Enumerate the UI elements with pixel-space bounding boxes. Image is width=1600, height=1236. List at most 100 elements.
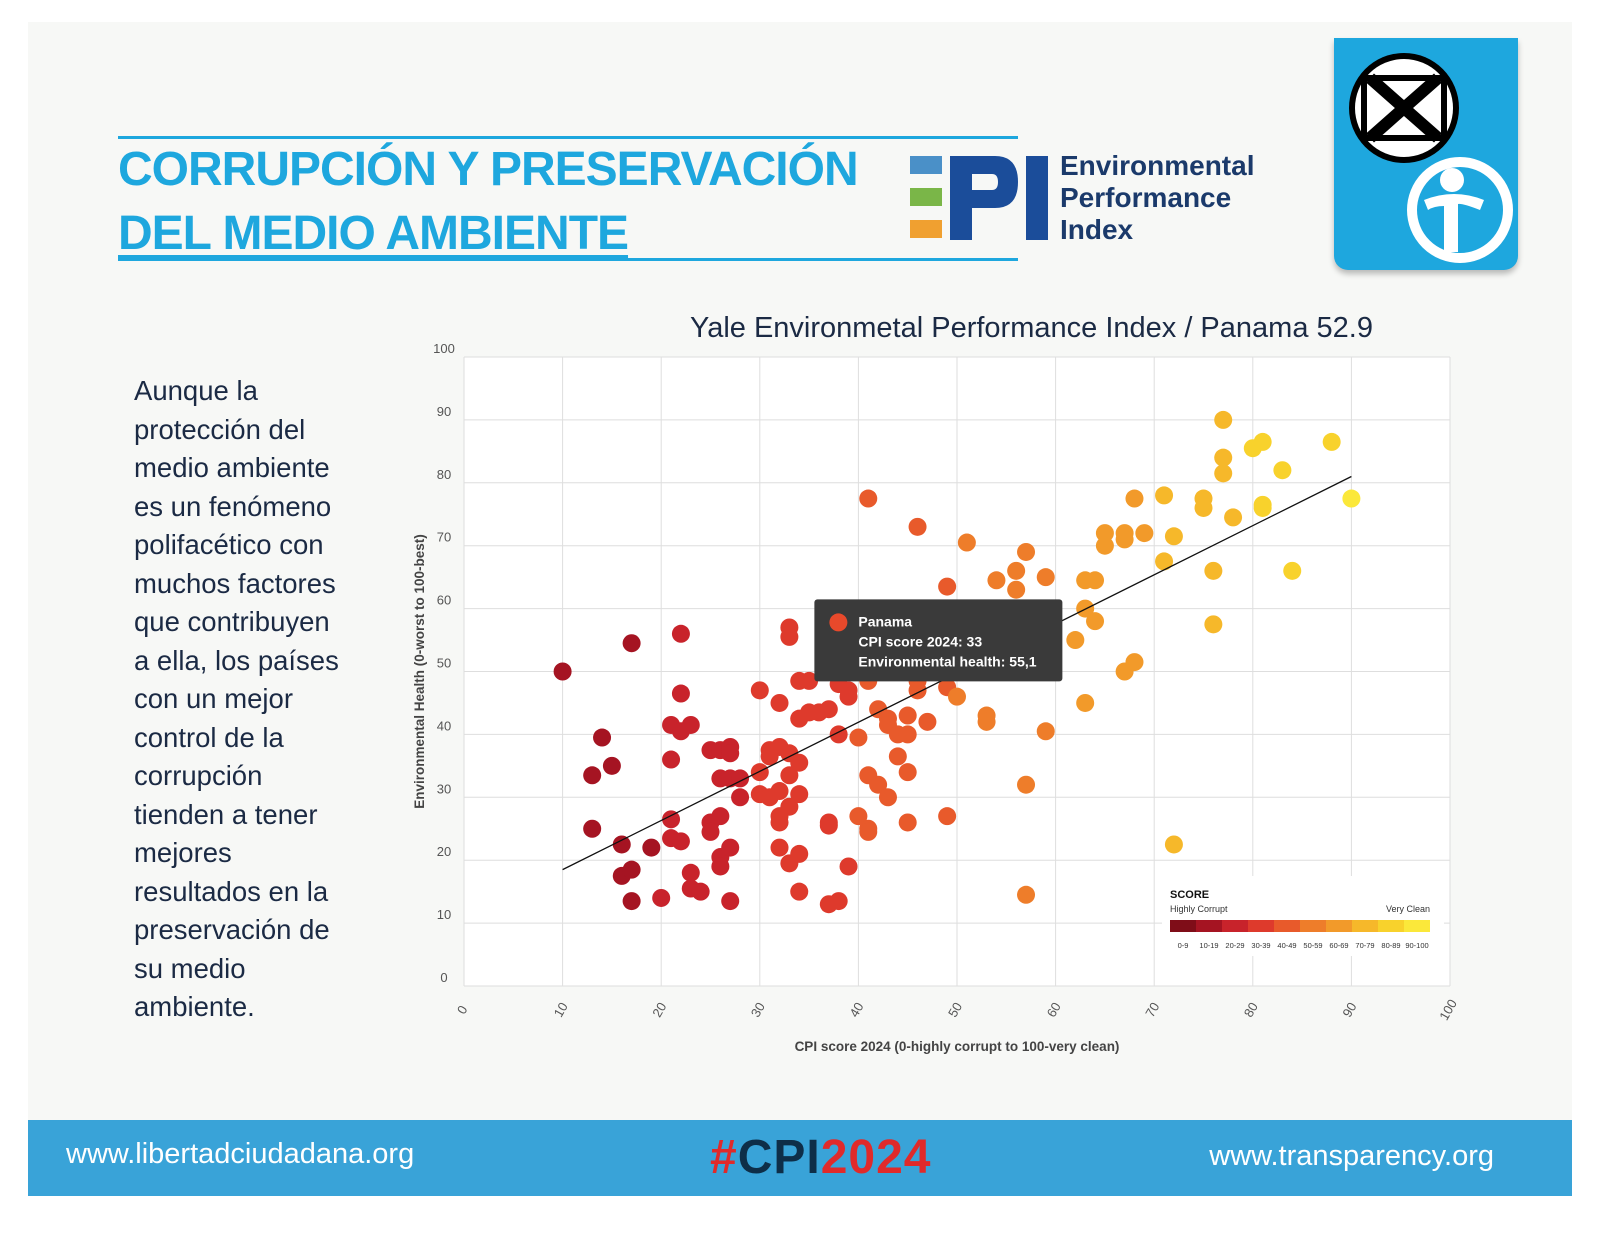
data-point [1273, 461, 1292, 480]
data-point [1253, 498, 1272, 517]
data-point [849, 807, 868, 826]
legend-color-swatch [1222, 920, 1248, 932]
data-point [957, 533, 976, 552]
data-point [721, 744, 740, 763]
data-point [770, 813, 789, 832]
tooltip-cpi-score: CPI score 2024: 33 [858, 633, 982, 649]
tooltip-environmental-health: Environmental health: 55,1 [858, 653, 1036, 669]
x-tick-label: 90 [1339, 1000, 1359, 1020]
legend-bin-label: 20-29 [1225, 941, 1244, 950]
epi-logo-icon [910, 156, 1048, 240]
data-point [1007, 580, 1026, 599]
data-point [1036, 722, 1055, 741]
data-point [790, 882, 809, 901]
data-point [583, 766, 602, 785]
data-point [780, 797, 799, 816]
data-point [770, 782, 789, 801]
legend-color-swatch [1170, 920, 1196, 932]
data-point [859, 489, 878, 508]
data-point [1086, 612, 1105, 631]
x-tick-label: 100 [1436, 997, 1460, 1023]
data-point [1204, 615, 1223, 634]
data-point [1164, 527, 1183, 546]
legend-color-swatch [1326, 920, 1352, 932]
legend-bin-label: 70-79 [1355, 941, 1374, 950]
data-point [790, 844, 809, 863]
side-text-line: muchos factores [134, 567, 336, 599]
data-point [662, 810, 681, 829]
data-point [671, 684, 690, 703]
chart-title: Yale Environmetal Performance Index / Pa… [690, 312, 1373, 344]
data-point [1194, 498, 1213, 517]
data-point [800, 671, 819, 690]
legend-color-swatch [1248, 920, 1274, 932]
data-point [701, 822, 720, 841]
data-point [938, 807, 957, 826]
data-point [721, 838, 740, 857]
legend-left-label: Highly Corrupt [1170, 904, 1228, 914]
data-point [819, 816, 838, 835]
data-point [780, 766, 799, 785]
data-point [770, 693, 789, 712]
data-point [721, 892, 740, 911]
data-point [612, 835, 631, 854]
data-point [1017, 775, 1036, 794]
data-point [1322, 432, 1341, 451]
transparency-logo [1334, 38, 1518, 270]
data-point [1066, 631, 1085, 650]
side-text-line: su medio [134, 952, 246, 984]
data-point [898, 706, 917, 725]
side-text-line: preservación de [134, 914, 330, 945]
panama-tooltip: Panama CPI score 2024: 33 Environmental … [814, 599, 1063, 682]
legend-right-label: Very Clean [1386, 904, 1430, 914]
axis-ticks: 0 10 20 30 40 50 60 70 80 90 100 0 10 20 30 40 50 60 70 80 9… [433, 341, 1460, 1023]
data-point [1135, 524, 1154, 543]
data-point [790, 785, 809, 804]
data-point [711, 857, 730, 876]
data-point [908, 681, 927, 700]
legend-color-swatch [1196, 920, 1222, 932]
x-tick-label: 50 [945, 1000, 965, 1020]
x-tick-label: 60 [1044, 1000, 1064, 1020]
side-text-line: medio ambiente [134, 452, 330, 483]
footer-bar [28, 1120, 1572, 1196]
legend-bin-label: 0-9 [1178, 941, 1189, 950]
page-title: CORRUPCIÓN Y PRESERVACIÓN DEL MEDIO AMBI… [118, 138, 888, 266]
x-tick-label: 20 [649, 1000, 669, 1020]
data-point [731, 788, 750, 807]
footer-left-link[interactable]: www.libertadciudadana.org [66, 1138, 415, 1170]
footer-right-link[interactable]: www.transparency.org [1209, 1140, 1494, 1172]
data-point [770, 838, 789, 857]
legend-color-swatch [1378, 920, 1404, 932]
y-tick-label: 20 [437, 844, 451, 859]
data-point [1214, 410, 1233, 429]
data-point [869, 775, 888, 794]
data-point [662, 750, 681, 769]
y-tick-label: 10 [437, 907, 451, 922]
data-point [908, 517, 927, 536]
data-point [1017, 542, 1036, 561]
y-tick-label: 80 [437, 467, 451, 482]
data-point [888, 747, 907, 766]
side-text-line: mejores [134, 837, 232, 868]
side-paragraph: Aunque la protección del medio ambiente es … [134, 372, 394, 1027]
x-tick-label: 30 [748, 1000, 768, 1020]
y-tick-label: 0 [440, 970, 447, 985]
y-tick-label: 100 [433, 341, 455, 356]
y-tick-label: 30 [437, 781, 451, 796]
data-point [1095, 524, 1114, 543]
data-point [642, 838, 661, 857]
data-point [1253, 432, 1272, 451]
data-point [602, 756, 621, 775]
data-point [1283, 561, 1302, 580]
title-top-rule [118, 136, 1018, 139]
legend-bin-label: 10-19 [1199, 941, 1218, 950]
data-point [622, 634, 641, 653]
data-point [918, 712, 937, 731]
data-point [839, 857, 858, 876]
data-point [1214, 448, 1233, 467]
data-point [938, 577, 957, 596]
epi-logo-text: Environmental Performance Index [1060, 150, 1254, 246]
title-line-1: CORRUPCIÓN Y PRESERVACIÓN [118, 143, 859, 196]
x-tick-label: 80 [1241, 1000, 1261, 1020]
